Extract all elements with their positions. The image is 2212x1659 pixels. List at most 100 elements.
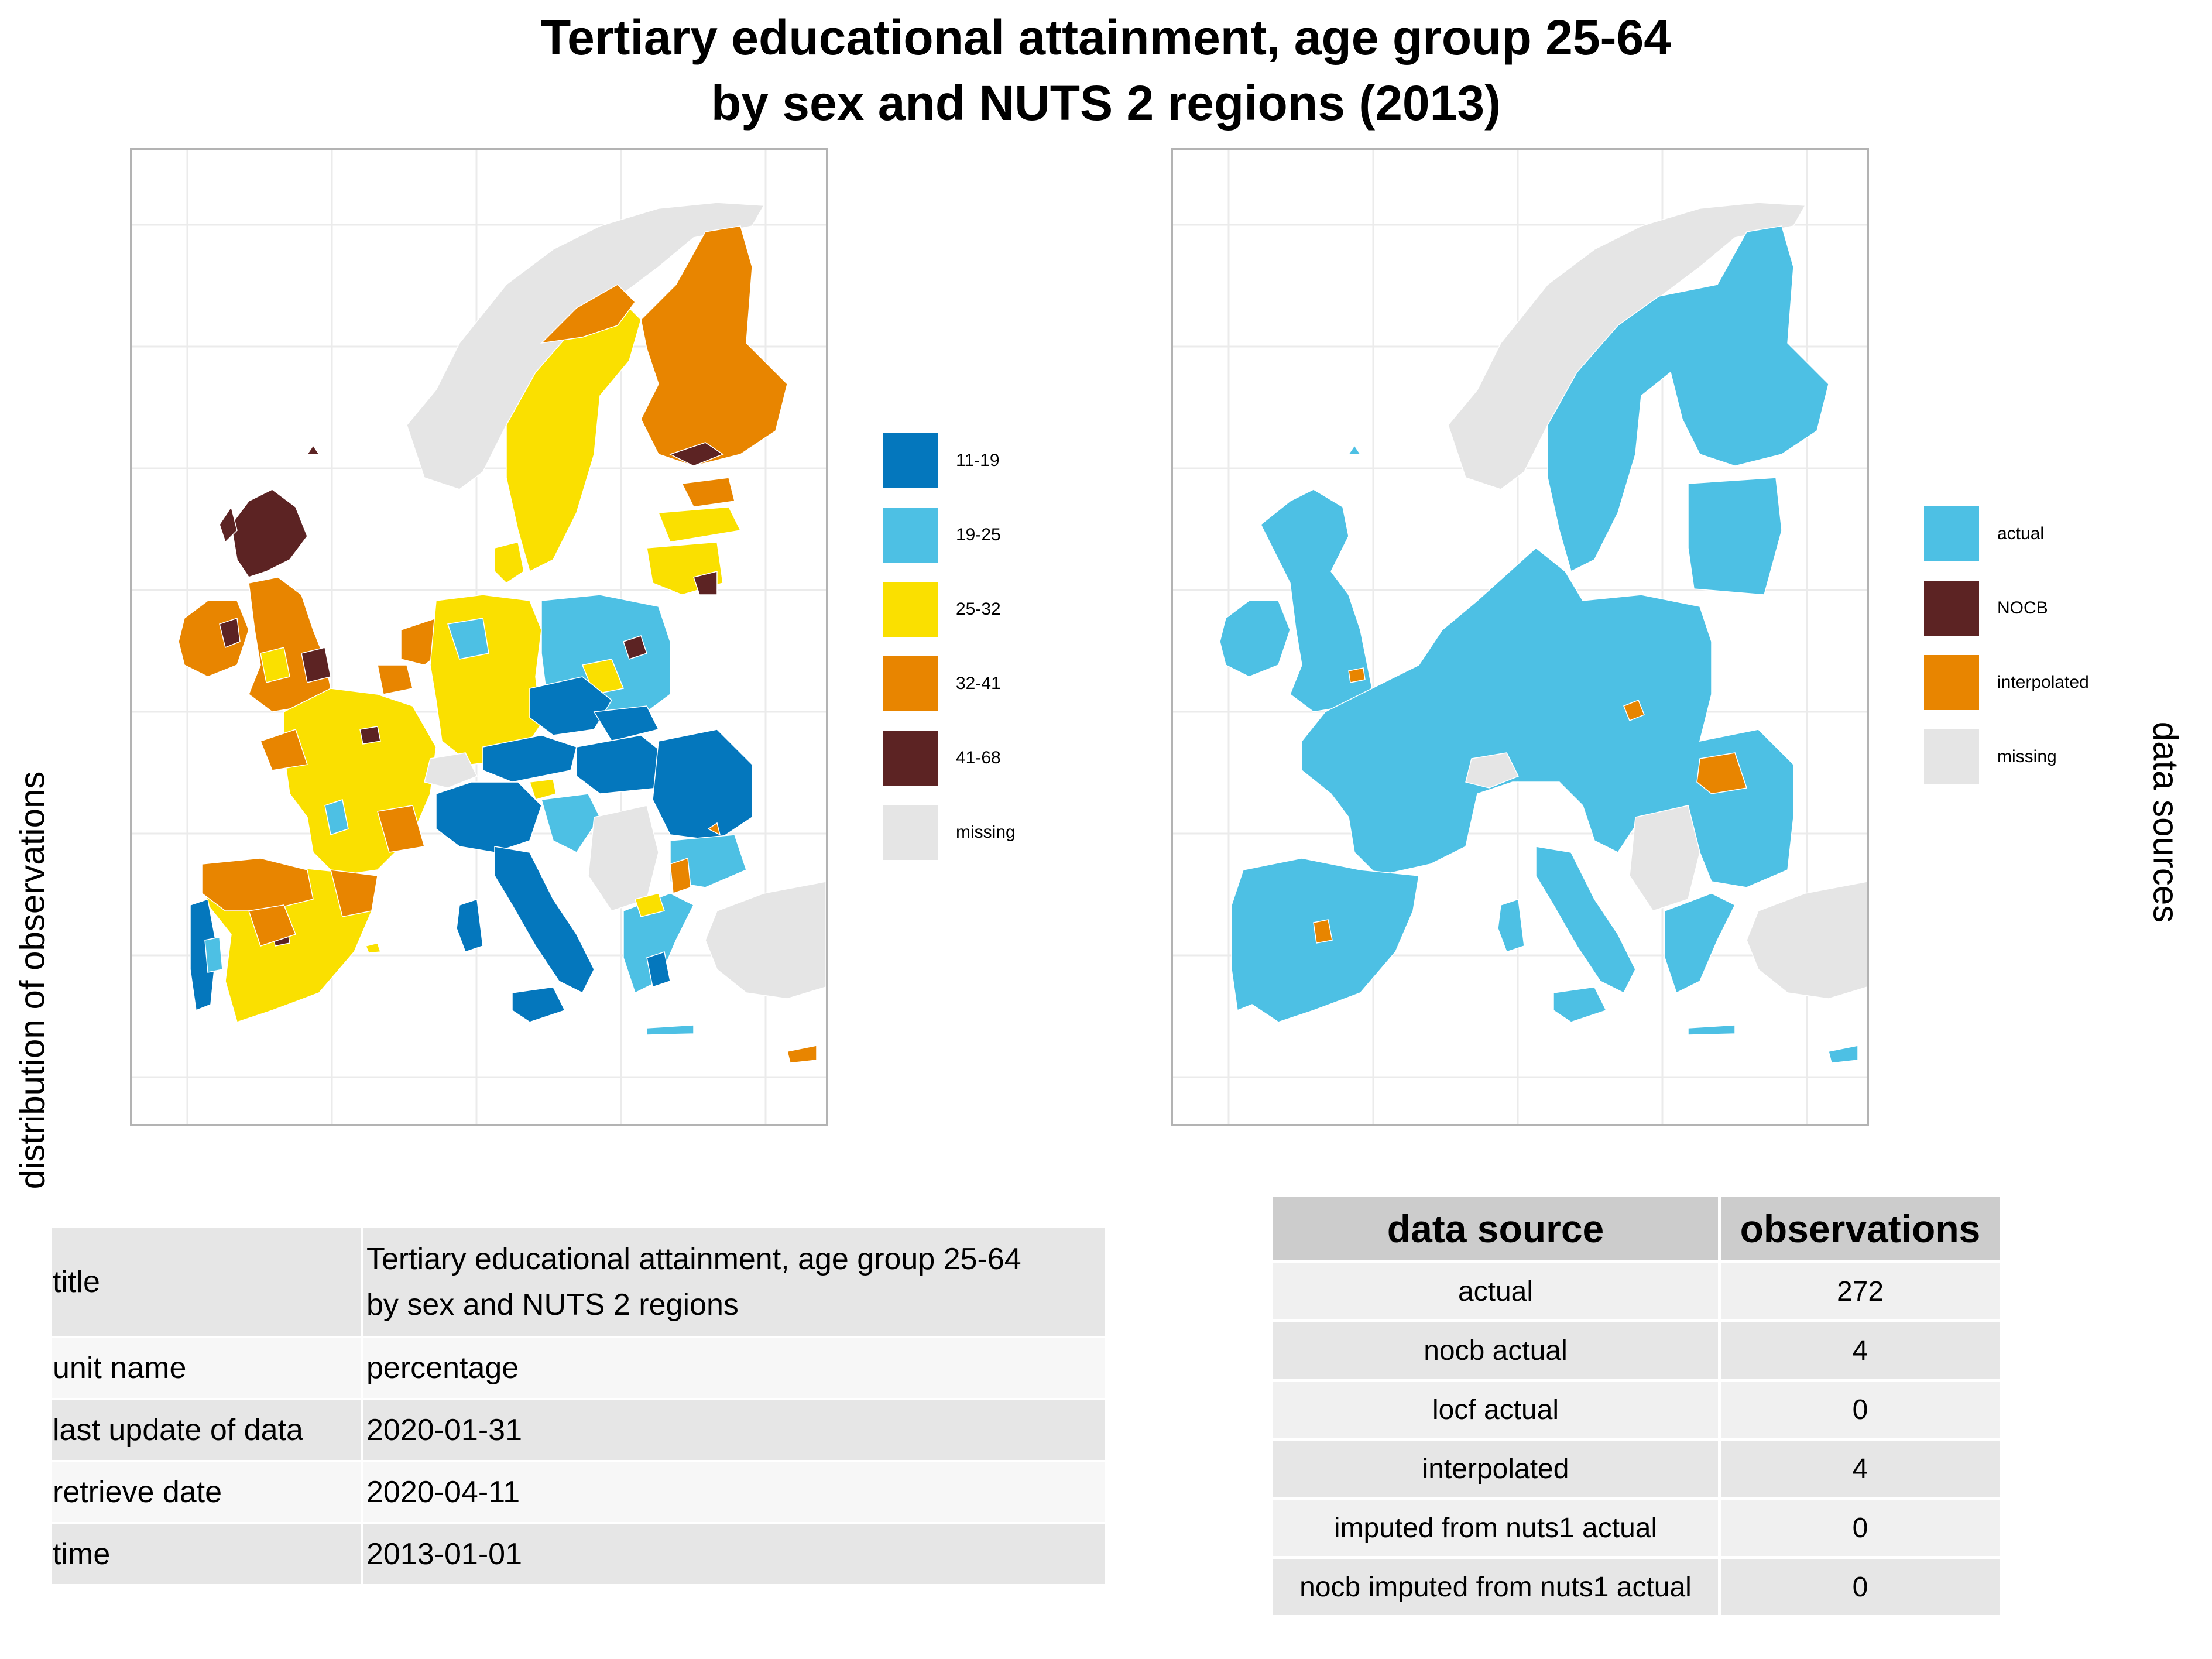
region-balearic	[365, 942, 382, 954]
observations-cell: 4	[1718, 1438, 2000, 1497]
region-sicily	[512, 986, 566, 1023]
left-legend-label-3: 32-41	[956, 674, 1001, 693]
left-map-panel	[130, 148, 828, 1126]
metadata-row-time: time 2013-01-01	[52, 1522, 1105, 1584]
right-legend-item-1: NOCB	[1924, 581, 2158, 636]
left-map-ylabel: distribution of observations	[12, 771, 52, 1190]
left-legend-item-2: 25-32	[883, 582, 1117, 637]
src-ireland	[1219, 600, 1291, 677]
right-legend-key-1	[1924, 581, 1979, 636]
source-cell: imputed from nuts1 actual	[1273, 1497, 1718, 1556]
table-row: nocb actual 4	[1273, 1319, 2000, 1379]
right-legend-label-2: interpolated	[1997, 673, 2089, 692]
source-cell: nocb actual	[1273, 1319, 1718, 1379]
region-finland-capital	[669, 442, 724, 467]
right-legend-label-3: missing	[1997, 747, 2057, 766]
left-legend-label-1: 19-25	[956, 525, 1001, 544]
src-continent	[1301, 547, 1794, 888]
chart-title-line1: Tertiary educational attainment, age gro…	[541, 10, 1671, 65]
region-belgium	[377, 664, 413, 695]
region-slovakia	[593, 705, 660, 742]
region-paris	[359, 726, 381, 745]
metadata-row-unit: unit name percentage	[52, 1336, 1105, 1398]
left-legend-item-3: 32-41	[883, 656, 1117, 711]
observations-cell: 0	[1718, 1379, 2000, 1438]
src-switzerland	[1465, 752, 1520, 789]
chart-title-line2: by sex and NUTS 2 regions (2013)	[711, 76, 1501, 131]
region-greece-athens	[646, 951, 671, 988]
metadata-value: 2020-04-11	[361, 1460, 1105, 1522]
metadata-key: last update of data	[52, 1398, 361, 1460]
region-london	[301, 647, 331, 683]
table-row: interpolated 4	[1273, 1438, 2000, 1497]
src-turkey	[1746, 881, 1867, 999]
metadata-value: 2020-01-31	[361, 1398, 1105, 1460]
metadata-row-retrieve-date: retrieve date 2020-04-11	[52, 1460, 1105, 1522]
right-map-panel	[1171, 148, 1869, 1126]
src-slovakia-interp	[1623, 700, 1645, 721]
observations-cell: 272	[1718, 1260, 2000, 1319]
src-crete	[1688, 1024, 1736, 1036]
source-cell: locf actual	[1273, 1379, 1718, 1438]
region-romania	[652, 729, 753, 841]
region-austria	[482, 735, 577, 783]
region-latvia	[657, 506, 742, 543]
region-scotland-west	[219, 506, 238, 543]
region-france-west	[260, 729, 308, 771]
region-finland	[640, 225, 788, 467]
src-sicily	[1553, 986, 1607, 1023]
region-croatia	[541, 793, 601, 853]
table-row: imputed from nuts1 actual 0	[1273, 1497, 2000, 1556]
metadata-key: unit name	[52, 1336, 361, 1398]
src-sardinia	[1497, 898, 1525, 952]
region-greece-north	[635, 893, 665, 917]
metadata-table: title Tertiary educational attainment, a…	[52, 1228, 1105, 1584]
region-spain-north	[201, 858, 314, 911]
right-legend-label-0: actual	[1997, 524, 2045, 543]
right-legend-key-2	[1924, 655, 1979, 710]
region-lithuania-east	[693, 571, 718, 595]
region-switzerland	[424, 752, 478, 789]
left-legend-label-2: 25-32	[956, 599, 1001, 619]
left-legend-item-5: missing	[883, 805, 1117, 860]
header-data-source: data source	[1273, 1197, 1718, 1260]
source-cell: nocb imputed from nuts1 actual	[1273, 1556, 1718, 1615]
region-ireland	[178, 600, 249, 677]
left-legend-item-4: 41-68	[883, 731, 1117, 786]
metadata-value: 2013-01-01	[361, 1522, 1105, 1584]
region-portugal-lisbon	[204, 937, 223, 973]
src-iceland	[1347, 444, 1362, 455]
src-italy	[1535, 846, 1636, 994]
src-baltics	[1688, 477, 1782, 595]
right-legend-key-0	[1924, 506, 1979, 561]
region-portugal	[190, 899, 217, 1012]
region-denmark	[494, 541, 524, 584]
region-spain-centre	[248, 904, 296, 947]
left-legend-key-3	[883, 656, 938, 711]
left-legend-key-2	[883, 582, 938, 637]
right-map-svg	[1173, 150, 1867, 1124]
region-sweden-north	[540, 284, 636, 344]
header-observations: observations	[1718, 1197, 2000, 1260]
region-france-sw	[324, 799, 349, 835]
region-germany-west	[447, 618, 489, 660]
left-legend-item-1: 19-25	[883, 508, 1117, 563]
left-legend-key-5	[883, 805, 938, 860]
region-italy	[494, 846, 595, 994]
region-turkey	[705, 881, 826, 999]
metadata-key: title	[52, 1228, 361, 1336]
region-romania-bucharest	[707, 822, 721, 836]
region-balkans-missing	[588, 805, 659, 911]
left-map-regions	[178, 202, 826, 1064]
src-romania-interp	[1696, 752, 1747, 794]
metadata-value: Tertiary educational attainment, age gro…	[361, 1228, 1105, 1336]
table-row: actual 272	[1273, 1260, 2000, 1319]
region-bulgaria-capital	[670, 857, 691, 894]
src-balkans-missing	[1629, 805, 1700, 911]
left-legend-key-0	[883, 433, 938, 488]
observations-cell: 0	[1718, 1556, 2000, 1615]
data-source-table: data source observations actual 272 nocb…	[1273, 1197, 2000, 1615]
observations-cell: 4	[1718, 1319, 2000, 1379]
metadata-key: time	[52, 1522, 361, 1584]
chart-title: Tertiary educational attainment, age gro…	[0, 5, 2212, 136]
